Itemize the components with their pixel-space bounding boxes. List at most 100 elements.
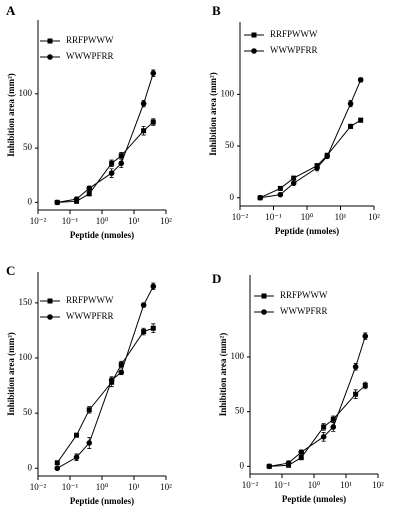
y-tick-label: 100	[19, 352, 33, 362]
y-tick-label: 50	[23, 142, 33, 152]
x-tick-label: 10¹	[128, 216, 140, 226]
x-tick-label: 10²	[368, 212, 380, 222]
data-point	[298, 455, 304, 461]
y-tick-label: 50	[23, 407, 33, 417]
panel-label: D	[212, 271, 221, 286]
data-point	[266, 463, 273, 470]
x-tick-label: 10⁰	[301, 212, 314, 222]
x-axis-label: Peptide (nmoles)	[70, 496, 134, 506]
x-tick-label: 10²	[372, 480, 384, 490]
data-point	[108, 170, 115, 176]
y-tick-label: 100	[231, 351, 245, 361]
x-tick-label: 10²	[160, 482, 172, 492]
x-tick-label: 10⁻²	[30, 482, 47, 492]
x-tick-label: 10⁰	[96, 482, 109, 492]
y-tick-label: 150	[19, 297, 33, 307]
x-tick-label: 10⁰	[308, 480, 321, 490]
y-tick-label: 0	[230, 192, 235, 202]
data-point	[320, 434, 327, 440]
x-tick-label: 10⁻²	[242, 480, 259, 490]
data-point	[352, 364, 359, 370]
data-point	[347, 100, 354, 107]
y-axis-label: Inhibition area (mm²)	[218, 333, 228, 417]
data-point	[277, 185, 283, 191]
x-tick-label: 10⁻¹	[62, 482, 79, 492]
data-point	[321, 424, 327, 430]
legend-marker	[261, 309, 267, 315]
series-line	[260, 79, 362, 199]
legend-marker	[251, 48, 257, 54]
data-point	[348, 123, 354, 129]
legend-marker	[47, 38, 53, 44]
y-tick-label: 0	[28, 196, 33, 206]
x-tick-label: 10¹	[335, 212, 347, 222]
data-point	[86, 185, 93, 192]
x-axis-label: Peptide (nmoles)	[282, 494, 346, 504]
data-point	[140, 100, 147, 107]
legend-label: WWWPFRR	[66, 51, 114, 61]
data-point	[324, 153, 330, 160]
x-tick-label: 10¹	[128, 482, 140, 492]
legend-label: RRFPWWW	[66, 35, 114, 45]
data-point	[86, 407, 92, 413]
legend-label: RRFPWWW	[280, 290, 328, 300]
series-line	[57, 73, 154, 203]
data-point	[257, 194, 263, 201]
data-point	[118, 160, 125, 167]
x-tick-label: 10⁻²	[232, 212, 249, 222]
data-point	[74, 432, 80, 438]
data-point	[330, 424, 337, 430]
series-line	[269, 385, 366, 467]
data-point	[141, 329, 147, 335]
x-tick-label: 10⁻¹	[265, 212, 282, 222]
series-line	[269, 336, 366, 467]
x-tick-label: 10²	[160, 216, 172, 226]
y-axis-label: Inhibition area (mm²)	[208, 72, 218, 156]
series-line	[57, 121, 154, 203]
x-axis-label: Peptide (nmoles)	[275, 226, 339, 236]
x-tick-label: 10¹	[340, 480, 352, 490]
x-tick-label: 10⁻²	[30, 216, 47, 226]
data-point	[73, 454, 80, 461]
data-point	[298, 449, 305, 455]
panel-label: B	[212, 3, 221, 18]
legend-label: RRFPWWW	[270, 29, 318, 39]
data-point	[362, 382, 368, 388]
data-point	[353, 391, 359, 397]
data-point	[141, 128, 147, 134]
data-point	[118, 362, 124, 368]
legend-marker	[47, 298, 53, 304]
legend-marker	[251, 32, 257, 38]
legend-label: WWWPFRR	[270, 45, 318, 55]
data-point	[140, 302, 147, 308]
y-axis-label: Inhibition area (mm²)	[6, 73, 16, 157]
panel-label: A	[6, 3, 16, 18]
x-tick-label: 10⁰	[96, 216, 109, 226]
panel-label: C	[6, 263, 15, 278]
x-tick-label: 10⁻¹	[274, 480, 291, 490]
data-point	[277, 191, 284, 198]
data-point	[86, 440, 93, 446]
data-point	[314, 164, 320, 171]
data-point	[118, 153, 124, 159]
data-point	[73, 196, 80, 202]
data-point	[358, 117, 364, 123]
legend-label: WWWPFRR	[66, 311, 114, 321]
data-point	[54, 199, 61, 206]
data-point	[109, 160, 115, 166]
y-tick-label: 50	[225, 140, 235, 150]
series-line	[56, 327, 154, 464]
legend-marker	[47, 314, 53, 320]
x-tick-label: 10⁻¹	[62, 216, 79, 226]
data-point	[150, 325, 156, 331]
data-point	[285, 460, 292, 466]
data-point	[290, 180, 297, 187]
data-point	[291, 175, 297, 181]
data-point	[150, 283, 157, 290]
data-point	[150, 119, 156, 125]
y-tick-label: 100	[19, 88, 33, 98]
data-point	[86, 191, 92, 197]
data-point	[330, 416, 336, 422]
